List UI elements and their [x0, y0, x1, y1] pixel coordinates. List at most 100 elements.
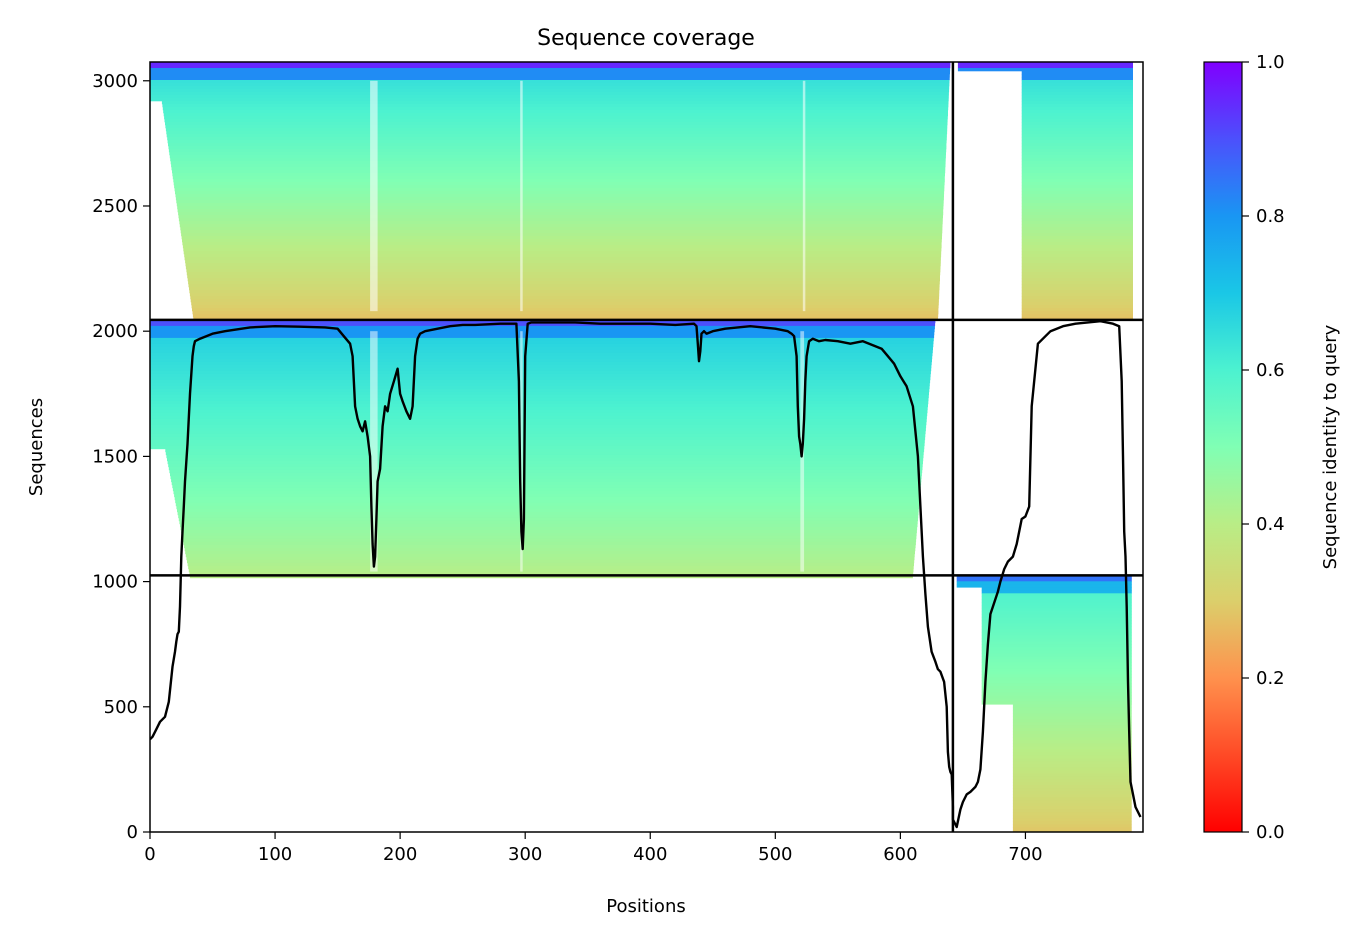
msa-row-segment — [173, 490, 921, 495]
msa-row-segment — [1021, 305, 1133, 309]
msa-row-segment — [150, 71, 950, 75]
msa-row-segment — [192, 314, 939, 318]
msa-row-segment — [163, 113, 948, 117]
msa-row-segment — [1012, 815, 1132, 819]
msa-row-segment — [150, 415, 927, 420]
msa-row-segment — [1021, 176, 1133, 180]
msa-row-segment — [178, 517, 919, 522]
msa-row-segment — [150, 62, 951, 66]
msa-row-segment — [178, 218, 943, 222]
gap-column — [370, 331, 378, 572]
msa-row-segment — [178, 215, 943, 219]
msa-row-segment — [150, 65, 951, 69]
msa-row-segment — [1021, 212, 1133, 216]
x-tick-label: 600 — [883, 844, 917, 865]
msa-row-segment — [171, 478, 922, 483]
msa-row-segment — [169, 155, 946, 159]
msa-row-segment — [165, 448, 925, 453]
msa-row-segment — [182, 239, 942, 243]
msa-row-segment — [1012, 794, 1132, 798]
msa-row-segment — [184, 547, 916, 552]
msa-row-segment — [185, 266, 941, 270]
msa-row-segment — [181, 529, 917, 534]
msa-row-segment — [183, 251, 942, 255]
msa-row-segment — [182, 245, 942, 249]
msa-row-segment — [1021, 197, 1133, 201]
x-tick-label: 700 — [1008, 844, 1042, 865]
msa-row-segment — [150, 409, 928, 414]
msa-row-segment — [981, 671, 1132, 675]
msa-row-segment — [1021, 125, 1133, 129]
msa-row-segment — [1012, 797, 1132, 801]
msa-row-segment — [177, 511, 919, 516]
msa-row-segment — [182, 242, 942, 246]
msa-row-segment — [1012, 782, 1132, 786]
msa-row-segment — [150, 412, 928, 417]
msa-row-segment — [150, 439, 925, 444]
msa-row-segment — [1021, 245, 1133, 249]
msa-row-segment — [170, 475, 922, 480]
msa-row-segment — [1012, 761, 1132, 765]
msa-row-segment — [150, 421, 927, 426]
msa-row-segment — [1012, 746, 1132, 750]
colorbar-tick-label: 0.6 — [1256, 360, 1285, 381]
msa-row-segment — [150, 364, 932, 369]
msa-row-segment — [150, 400, 929, 405]
msa-row-segment — [150, 436, 926, 441]
msa-row-segment — [181, 233, 943, 237]
msa-row-segment — [1021, 254, 1133, 258]
msa-row-segment — [1021, 179, 1133, 183]
msa-row-segment — [1021, 200, 1133, 204]
msa-row-segment — [169, 469, 923, 474]
msa-row-segment — [1021, 116, 1133, 120]
x-axis-ticks: 0 100 200 300 400 500 600 700 — [144, 832, 1043, 865]
msa-row-segment — [981, 593, 1132, 597]
msa-row-segment — [1021, 221, 1133, 225]
msa-row-segment — [190, 296, 940, 300]
msa-row-segment — [981, 668, 1132, 672]
msa-row-segment — [180, 227, 943, 231]
colorbar-tick-label: 0.2 — [1256, 668, 1285, 689]
msa-row-segment — [957, 65, 1133, 69]
msa-row-segment — [164, 119, 948, 123]
msa-row-segment — [183, 541, 916, 546]
msa-row-segment — [1021, 152, 1133, 156]
msa-row-segment — [981, 698, 1132, 702]
msa-row-segment — [167, 137, 947, 141]
y-tick-label: 0 — [127, 822, 138, 843]
msa-row-segment — [981, 674, 1132, 678]
msa-row-segment — [150, 445, 925, 450]
msa-row-segment — [150, 86, 950, 90]
msa-row-segment — [150, 89, 950, 93]
plot-frame — [149, 61, 1144, 833]
msa-row-segment — [1021, 239, 1133, 243]
y-tick-label: 1000 — [92, 572, 138, 593]
msa-row-segment — [173, 179, 945, 183]
msa-row-segment — [1021, 110, 1133, 114]
msa-row-segment — [167, 457, 924, 462]
msa-row-segment — [981, 620, 1132, 624]
msa-row-segment — [177, 508, 919, 513]
msa-row-segment — [179, 221, 943, 225]
msa-row-segment — [1021, 158, 1133, 162]
x-tick-label: 400 — [633, 844, 667, 865]
msa-row-segment — [1012, 809, 1132, 813]
msa-row-segment — [1021, 236, 1133, 240]
y-tick-label: 2500 — [92, 196, 138, 217]
msa-row-segment — [1021, 128, 1133, 132]
colorbar-tick-label: 0.0 — [1256, 822, 1285, 843]
msa-heatmap — [150, 62, 1133, 832]
msa-row-segment — [1021, 101, 1133, 105]
msa-row-segment — [1021, 149, 1133, 153]
msa-row-segment — [150, 373, 931, 378]
msa-row-segment — [150, 427, 926, 432]
msa-row-segment — [178, 212, 944, 216]
msa-row-segment — [187, 562, 915, 567]
msa-row-segment — [1021, 206, 1133, 210]
msa-row-segment — [981, 677, 1132, 681]
msa-row-segment — [981, 680, 1132, 684]
msa-row-segment — [981, 629, 1132, 633]
msa-row-segment — [1012, 824, 1132, 828]
msa-row-segment — [956, 581, 1132, 585]
msa-row-segment — [957, 62, 1133, 66]
